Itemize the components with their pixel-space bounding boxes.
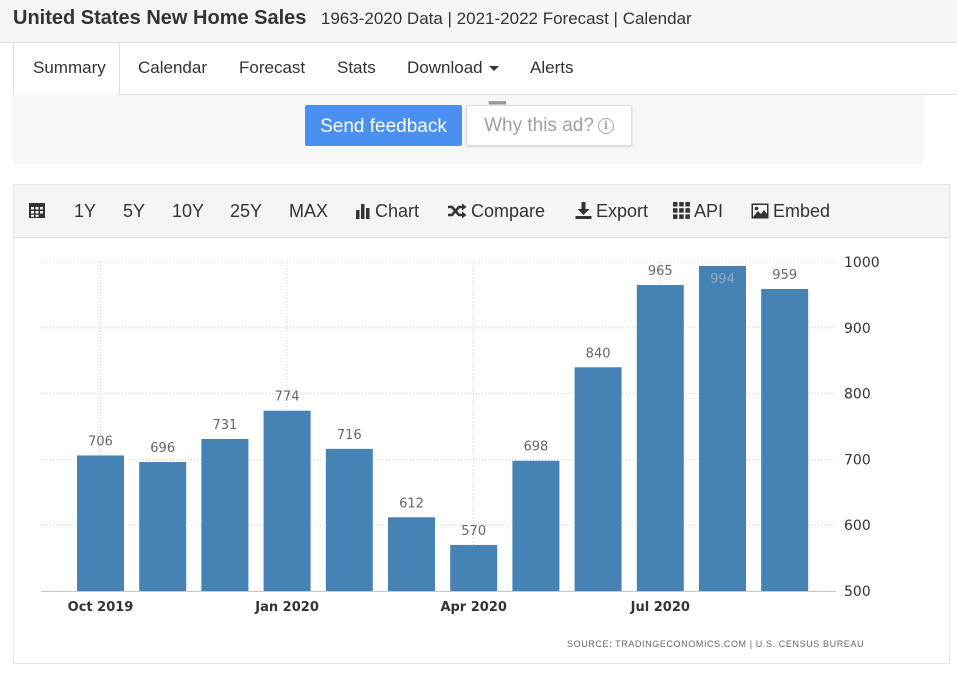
y-tick-label: 800 <box>844 387 871 403</box>
bar-value-label: 706 <box>88 434 113 449</box>
why-this-ad-label: Why this ad? <box>484 115 594 136</box>
shuffle-icon <box>448 203 467 219</box>
range-max-button[interactable]: MAX <box>289 201 329 221</box>
bar-value-label: 959 <box>772 268 797 283</box>
bar[interactable] <box>139 462 187 591</box>
embed-label: Embed <box>773 201 831 221</box>
why-this-ad-button[interactable]: Why this ad? i <box>466 105 632 146</box>
chart-toolbar: 1Y 5Y 10Y 25Y MAX Chart Compare Export <box>14 185 949 238</box>
range-25y-button[interactable]: 25Y <box>230 201 263 221</box>
y-tick-label: 1000 <box>844 255 880 271</box>
bar-chart-icon <box>356 204 370 219</box>
tab-bar: Summary Calendar Forecast Stats Download… <box>13 43 957 95</box>
title-bar: United States New Home Sales 1963-2020 D… <box>0 0 957 43</box>
download-icon <box>575 202 592 219</box>
tab-forecast[interactable]: Forecast <box>239 43 305 95</box>
x-tick-label: Jul 2020 <box>630 600 690 615</box>
range-5y-button[interactable]: 5Y <box>123 201 146 221</box>
bar-value-label: 696 <box>150 441 175 456</box>
tab-alerts-label: Alerts <box>530 58 574 77</box>
api-label: API <box>694 201 724 221</box>
x-tick-label: Apr 2020 <box>440 600 507 615</box>
export-button[interactable]: Export <box>575 185 648 238</box>
tab-stats-label: Stats <box>337 58 376 77</box>
bar-value-label: 994 <box>710 272 735 287</box>
range-1y-button[interactable]: 1Y <box>74 201 97 221</box>
bar[interactable] <box>77 455 124 591</box>
api-button[interactable]: API <box>673 185 723 238</box>
tab-alerts[interactable]: Alerts <box>530 43 573 95</box>
bar-chart: 1000 900 800 700 600 500 706 696 731 774 716 612 570… <box>41 255 880 615</box>
calendar-icon <box>29 203 45 218</box>
bar-value-label: 965 <box>648 264 673 279</box>
y-tick-label: 900 <box>844 321 871 337</box>
chart-label: Chart <box>375 201 420 221</box>
grid-icon <box>673 202 690 219</box>
bar[interactable] <box>388 517 435 591</box>
y-tick-label: 500 <box>844 584 871 600</box>
page-title: United States New Home Sales <box>13 7 307 29</box>
tab-summary-label: Summary <box>33 58 106 77</box>
bar[interactable] <box>512 460 560 591</box>
y-tick-label: 700 <box>844 452 871 468</box>
x-tick-label: Oct 2019 <box>68 600 134 615</box>
ad-ghost-text: ▔▔ ▁ <box>443 95 508 105</box>
tab-calendar[interactable]: Calendar <box>138 43 207 95</box>
bar-value-label: 774 <box>275 390 300 405</box>
send-feedback-button[interactable]: Send feedback <box>305 105 462 146</box>
bar[interactable] <box>636 285 684 591</box>
bar-value-label: 731 <box>212 418 237 433</box>
embed-button[interactable]: Embed <box>751 185 830 238</box>
calendar-button[interactable] <box>28 185 50 238</box>
tab-stats[interactable]: Stats <box>337 43 376 95</box>
bar-value-label: 612 <box>399 496 424 511</box>
bar[interactable] <box>699 265 746 591</box>
tab-summary[interactable]: Summary <box>13 43 120 95</box>
bar-value-label: 840 <box>586 346 611 361</box>
caret-down-icon <box>488 66 499 72</box>
bar[interactable] <box>761 288 809 591</box>
page-subtitle: 1963-2020 Data | 2021-2022 Forecast | Ca… <box>320 9 692 28</box>
y-tick-label: 600 <box>844 518 871 534</box>
tab-forecast-label: Forecast <box>239 58 306 77</box>
x-tick-label: Jan 2020 <box>254 600 319 615</box>
tab-calendar-label: Calendar <box>138 58 207 77</box>
ad-area: ▔▔ ▁ Send feedback Why this ad?i <box>13 95 923 165</box>
bar[interactable] <box>325 448 373 591</box>
compare-button[interactable]: Compare <box>447 185 545 238</box>
bar-value-label: 698 <box>523 440 548 455</box>
info-icon: i <box>597 117 614 134</box>
tab-download[interactable]: Download <box>407 43 499 95</box>
bar[interactable] <box>450 544 498 591</box>
bar-value-label: 570 <box>461 524 486 539</box>
bar[interactable] <box>263 410 311 591</box>
export-label: Export <box>596 201 649 221</box>
range-10y-button[interactable]: 10Y <box>172 201 205 221</box>
tab-download-label: Download <box>407 58 483 77</box>
bar-value-label: 716 <box>337 428 362 443</box>
image-icon <box>751 203 769 219</box>
chart-source: SOURCE: TRADINGECONOMICS.COM | U.S. CENS… <box>567 639 865 649</box>
chart-type-button[interactable]: Chart <box>355 185 419 238</box>
bar[interactable] <box>201 439 249 591</box>
bar[interactable] <box>574 367 622 591</box>
compare-label: Compare <box>471 201 546 221</box>
chart-panel: 1Y 5Y 10Y 25Y MAX Chart Compare Export <box>13 184 950 664</box>
